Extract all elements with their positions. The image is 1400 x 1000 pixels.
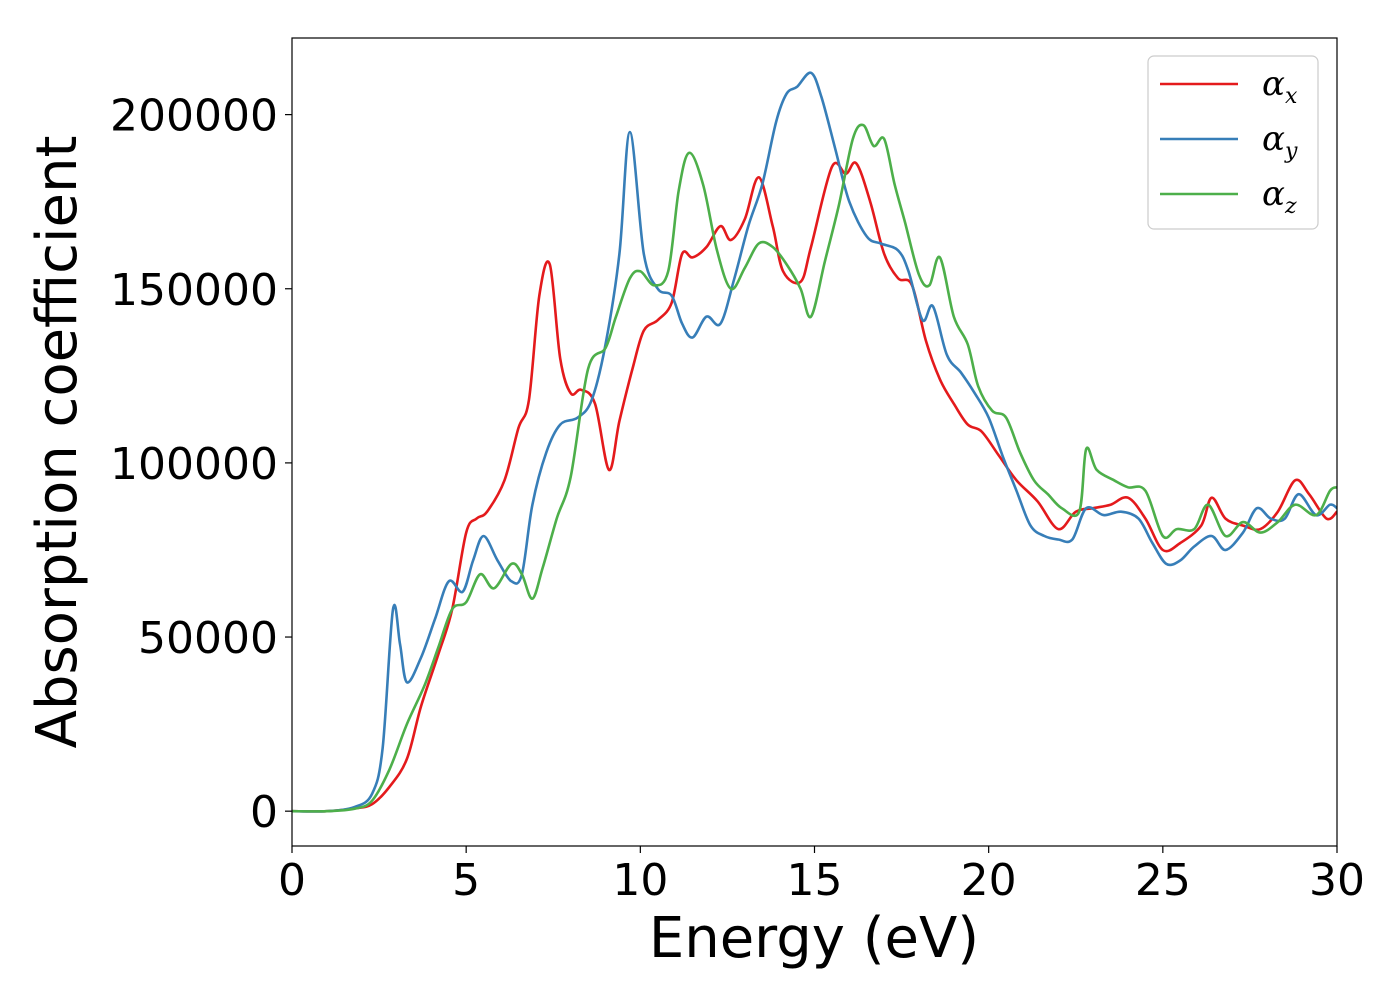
y-tick-label: 50000 <box>138 613 278 664</box>
y-tick-label: 200000 <box>110 91 278 142</box>
legend-symbol: α <box>1262 119 1285 159</box>
series-line-z <box>292 123 1337 813</box>
legend-subscript: z <box>1284 194 1297 219</box>
legend-label-x: αx <box>1262 64 1298 109</box>
legend-box <box>1147 55 1319 230</box>
y-axis-label: Absorption coefficient <box>25 136 90 749</box>
y-axis: 0 50000 100000 150000 200000 <box>110 91 292 838</box>
y-tick-label: 150000 <box>110 265 278 316</box>
x-tick-label: 20 <box>961 855 1017 906</box>
legend-symbol: α <box>1262 64 1285 104</box>
legend-subscript: x <box>1285 84 1298 109</box>
x-tick-label: 10 <box>612 855 668 906</box>
x-tick-label: 15 <box>787 855 843 906</box>
x-axis-label: Energy (eV) <box>649 906 979 971</box>
x-axis: 0 5 10 15 20 25 30 <box>278 846 1365 906</box>
series-line-y <box>292 71 1337 813</box>
legend-symbol: α <box>1262 174 1285 214</box>
legend-label-z: αz <box>1262 174 1297 219</box>
legend-subscript: y <box>1284 139 1298 164</box>
y-tick-label: 100000 <box>110 439 278 490</box>
series-lines <box>292 71 1337 813</box>
x-tick-label: 30 <box>1309 855 1365 906</box>
legend-label-y: αy <box>1262 119 1298 164</box>
x-tick-label: 5 <box>452 855 480 906</box>
y-tick-label: 0 <box>250 787 278 838</box>
x-tick-label: 0 <box>278 855 306 906</box>
x-tick-label: 25 <box>1135 855 1191 906</box>
series-line-x <box>292 161 1337 813</box>
